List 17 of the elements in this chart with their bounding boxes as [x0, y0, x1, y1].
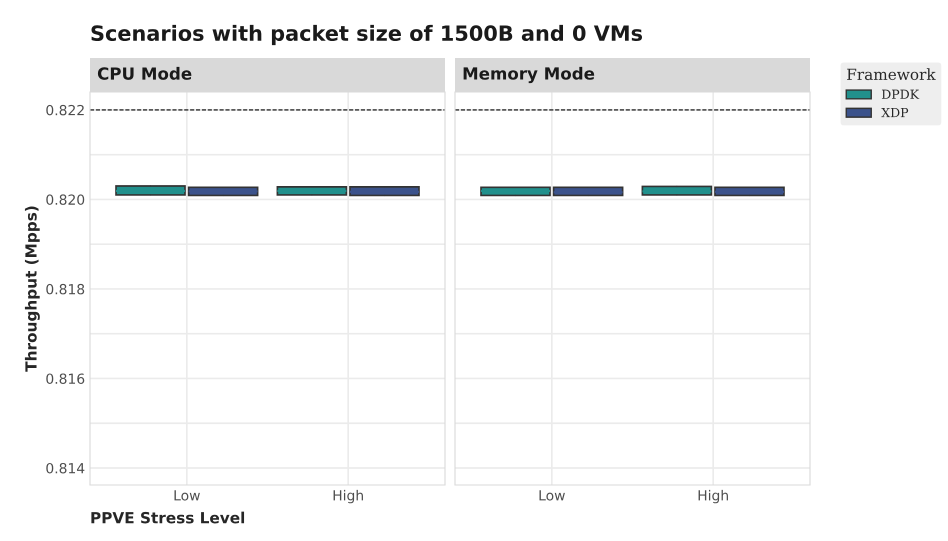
- x-tick-label: High: [698, 490, 728, 504]
- y-tick-label: 0.822: [46, 104, 84, 116]
- y-axis-title: Throughput (Mpps): [24, 206, 40, 372]
- legend-label: DPDK: [882, 90, 920, 99]
- chart-subtitle: CPU Mode: [98, 66, 192, 80]
- x-tick-label: High: [334, 490, 363, 504]
- chart-subtitle: Memory Mode: [464, 66, 594, 84]
- legend-title: Framework: [847, 68, 936, 80]
- y-tick-label: 0.816: [46, 373, 84, 384]
- chart-title: Scenarios with packet size of 1500B and 0 VMs: [91, 24, 642, 46]
- x-axis-title: PPVE Stress Level: [91, 512, 244, 524]
- y-tick-label: 0.814: [46, 462, 84, 474]
- x-tick-label: Low: [540, 490, 565, 501]
- y-tick-label: 0.820: [46, 194, 84, 205]
- legend-label: XDP: [881, 108, 908, 118]
- y-tick-label: 0.818: [46, 284, 84, 294]
- x-tick-label: Low: [174, 490, 200, 501]
